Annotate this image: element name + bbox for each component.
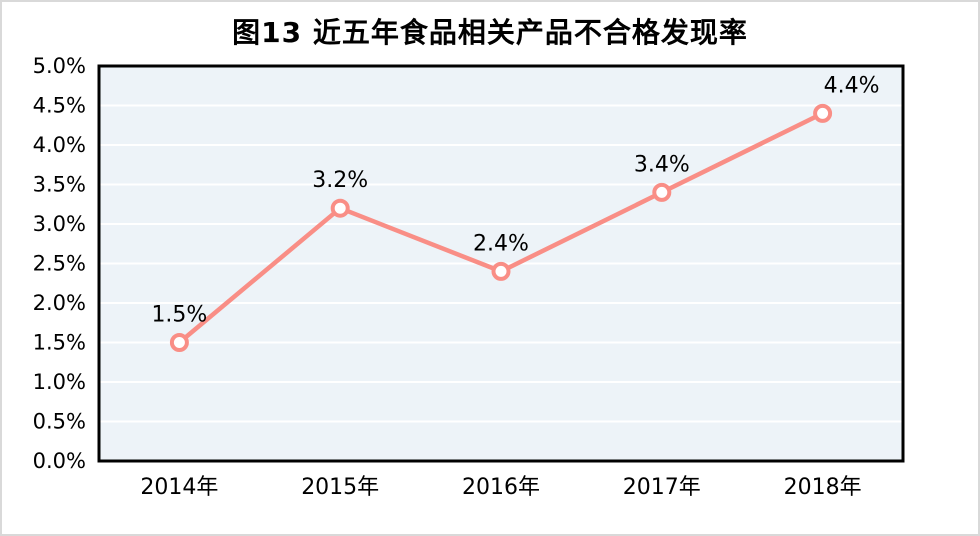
- data-point-label: 3.4%: [634, 152, 690, 177]
- y-axis-tick-label: 2.5%: [33, 252, 86, 276]
- data-point-label: 3.2%: [312, 168, 368, 193]
- y-axis-tick-label: 4.5%: [33, 94, 86, 118]
- data-point-label: 1.5%: [151, 303, 207, 328]
- x-axis-tick-label: 2018年: [784, 475, 862, 500]
- data-point-marker: [169, 333, 189, 352]
- data-point-label: 2.4%: [473, 231, 529, 256]
- y-axis-tick-label: 3.0%: [33, 212, 86, 236]
- data-point-marker: [652, 182, 672, 202]
- plot-border: [97, 64, 905, 463]
- x-axis-tick-label: 2016年: [462, 475, 540, 500]
- y-axis-tick-label: 1.0%: [33, 370, 86, 394]
- chart-title: 图13 近五年食品相关产品不合格发现率: [232, 16, 748, 49]
- data-point-marker: [813, 103, 833, 123]
- x-axis-tick-label: 2014年: [140, 475, 218, 500]
- x-axis-tick-label: 2017年: [623, 475, 701, 500]
- y-axis-tick-label: 4.0%: [33, 133, 86, 157]
- y-axis-tick-label: 2.0%: [33, 291, 86, 315]
- y-axis-tick-label: 5.0%: [33, 54, 86, 78]
- data-point-marker: [330, 198, 350, 218]
- x-axis-tick-label: 2015年: [301, 475, 379, 500]
- y-axis-tick-label: 0.0%: [33, 449, 86, 473]
- y-axis-tick-label: 3.5%: [33, 173, 86, 197]
- y-axis-tick-label: 1.5%: [33, 331, 86, 355]
- data-point-marker: [491, 261, 511, 281]
- y-axis-tick-label: 0.5%: [33, 410, 86, 434]
- data-point-label: 4.4%: [824, 73, 880, 98]
